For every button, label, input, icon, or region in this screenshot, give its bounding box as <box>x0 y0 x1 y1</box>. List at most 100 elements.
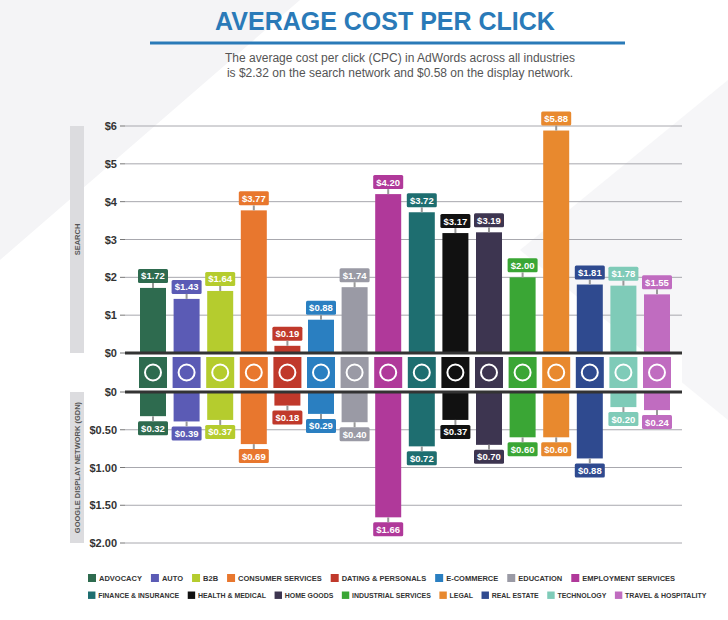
data-label: $1.74 <box>343 270 367 281</box>
legend-label: ADVOCACY <box>99 574 142 583</box>
category-icon-glyph <box>313 365 329 381</box>
background <box>0 0 728 620</box>
category-icon-glyph <box>582 365 598 381</box>
tick-mark <box>120 505 125 506</box>
legend-label: HEALTH & MEDICAL <box>198 592 267 599</box>
bar <box>476 232 502 353</box>
panel-label: SEARCH <box>73 224 82 256</box>
data-label: $0.88 <box>578 465 602 476</box>
data-label: $1.72 <box>141 270 165 281</box>
label-tag <box>642 275 672 289</box>
label-tag <box>407 451 437 465</box>
bar <box>342 287 368 353</box>
category-icon-glyph <box>649 365 665 381</box>
panel-band <box>70 392 84 543</box>
category-icon <box>408 357 436 388</box>
bar <box>342 392 368 422</box>
title-rule <box>150 42 625 45</box>
data-label: $0.37 <box>444 426 468 437</box>
data-label: $3.77 <box>242 193 266 204</box>
label-tag <box>440 214 470 228</box>
label-connector <box>488 227 490 232</box>
label-tag <box>541 442 571 456</box>
tick-mark <box>120 392 125 393</box>
label-tag <box>340 268 370 282</box>
category-icon-glyph <box>246 365 262 381</box>
label-connector <box>219 286 221 291</box>
bar <box>375 194 401 353</box>
data-label: $4.20 <box>376 177 400 188</box>
subtitle: The average cost per click (CPC) in AdWo… <box>225 51 575 65</box>
label-tag <box>642 415 672 429</box>
category-icon <box>441 357 469 388</box>
bar <box>610 392 636 407</box>
category-icon-glyph <box>414 365 430 381</box>
tick-label: $1.50 <box>89 499 117 511</box>
data-label: $0.32 <box>141 423 165 434</box>
legend-swatch <box>188 592 195 599</box>
data-label: $0.37 <box>208 426 232 437</box>
label-connector <box>253 205 255 210</box>
bars <box>140 392 670 517</box>
bar <box>577 285 603 353</box>
bar <box>442 233 468 353</box>
category-icon-glyph <box>212 365 228 381</box>
chart: AVERAGE COST PER CLICKThe average cost p… <box>0 0 728 620</box>
tick-mark <box>120 543 125 544</box>
data-label: $1.43 <box>175 281 199 292</box>
bar <box>543 392 569 437</box>
bar <box>274 392 300 406</box>
data-label: $1.66 <box>376 524 400 535</box>
label-connector <box>522 272 524 277</box>
legend-label: TECHNOLOGY <box>557 592 606 599</box>
bar <box>241 210 267 353</box>
label-connector <box>354 422 356 427</box>
legend-swatch <box>88 592 95 599</box>
background-shape <box>520 80 728 420</box>
legend-label: HOME GOODS <box>285 592 334 599</box>
grid-line <box>125 163 682 164</box>
category-icon <box>206 357 234 388</box>
data-label: $0.60 <box>511 444 535 455</box>
data-label: $0.29 <box>309 420 333 431</box>
legend-label: CONSUMER SERVICES <box>238 574 322 583</box>
category-icon <box>173 357 201 388</box>
label-connector <box>454 228 456 233</box>
legend-swatch <box>439 592 446 599</box>
label-connector <box>555 126 557 131</box>
label-tag <box>306 301 336 315</box>
tick-label: $0 <box>105 347 117 359</box>
legend-row: ADVOCACYAUTOB2BCONSUMER SERVICESDATING &… <box>88 574 675 583</box>
label-tag <box>541 112 571 126</box>
label-connector <box>454 420 456 425</box>
legend-swatch <box>192 574 200 582</box>
label-tag <box>272 411 302 425</box>
category-icon <box>341 357 369 388</box>
legend-swatch <box>275 592 282 599</box>
label-tag <box>508 258 538 272</box>
label-connector <box>186 421 188 426</box>
category-icon-glyph <box>481 365 497 381</box>
label-connector <box>589 280 591 285</box>
legend-label: E-COMMERCE <box>446 574 498 583</box>
label-tag <box>575 463 605 477</box>
category-icon-glyph <box>179 365 195 381</box>
data-label: $2.00 <box>511 260 535 271</box>
data-label: $0.69 <box>242 451 266 462</box>
legend-label: REAL ESTATE <box>492 592 539 599</box>
label-connector <box>354 282 356 287</box>
category-icon <box>576 357 604 388</box>
label-connector <box>656 289 658 294</box>
label-tag <box>205 272 235 286</box>
label-tag <box>508 442 538 456</box>
label-connector <box>555 437 557 442</box>
legend-label: EMPLOYMENT SERVICES <box>582 574 675 583</box>
data-label: $1.55 <box>645 277 669 288</box>
panel-band <box>70 126 84 353</box>
bar <box>510 277 536 353</box>
data-label: $0.70 <box>477 451 501 462</box>
label-connector <box>488 445 490 450</box>
data-label: $3.17 <box>444 216 468 227</box>
panel-label: GOOGLE DISPLAY NETWORK (GDN) <box>73 401 82 533</box>
label-tag <box>575 266 605 280</box>
